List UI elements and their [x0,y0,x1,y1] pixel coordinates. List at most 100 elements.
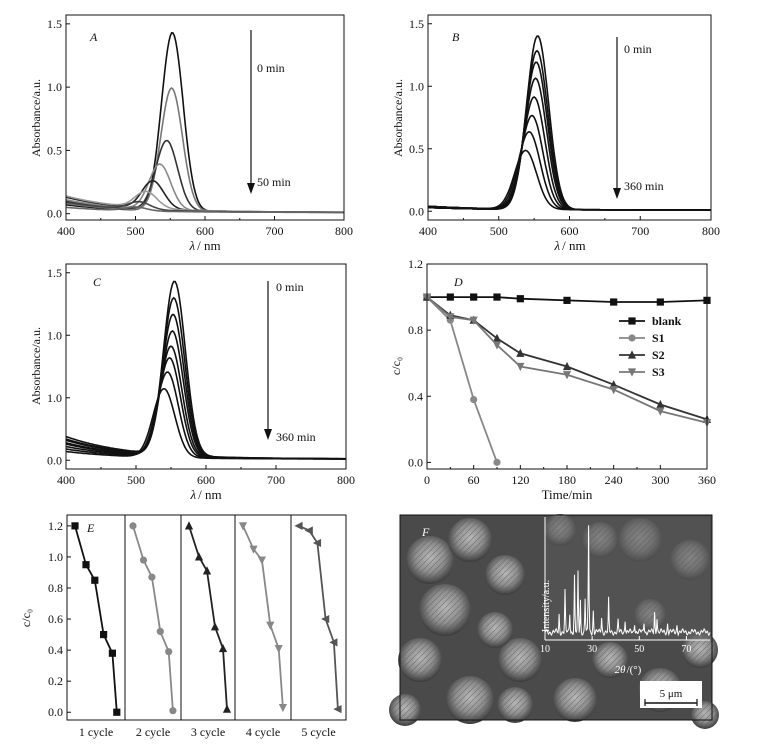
panel-d-xtick-label-0: 0 [424,473,430,487]
panel-f-inset-xtick-label-0: 10 [540,644,550,655]
panel-d-point-S3-2 [469,316,478,325]
panel-e-box-3 [180,514,236,721]
panel-d-point-blank-3 [493,293,501,301]
panel-a-annotation-top: 0 min [257,61,285,75]
panel-f-microflower-texture-6 [499,639,541,681]
panel-d-point-S3-3 [492,341,502,350]
panel-a-curves [65,32,344,214]
panel-f-inset-ylabel: Intensity/a.u. [541,580,552,632]
panel-e-point-1-1 [82,561,90,569]
panel-b-spectrum-1 [427,49,711,211]
panel-d-point-blank-5 [563,296,571,304]
panel-d-point-blank-2 [470,293,478,301]
panel-c-arrowhead [264,429,272,440]
panel-d-point-blank-6 [610,298,618,306]
panel-d-point-blank-4 [516,295,524,303]
panel-e-point-3-0 [184,521,194,530]
panel-a-ytick-label-2: 1.0 [47,80,62,94]
panel-e-line-3 [188,525,228,710]
panel-f-microflower-texture-11 [683,633,717,667]
panel-d-point-S3-5 [562,371,572,380]
panel-c-curves [65,280,347,460]
panel-e-cycle-label-2: 2 cycle [136,725,170,739]
panel-d-point-S1-3 [493,458,501,466]
panel-b-frame [427,14,712,221]
panel-f-microflower-texture-17 [390,695,420,725]
panel-e-point-4-1 [249,545,258,554]
panel-a-xlabel: λ / nm [188,238,220,253]
panel-f-xrd-pattern [544,525,711,637]
panel-c-ytick-label-2: 1.0 [47,328,62,342]
panel-e-point-1-3 [100,630,108,639]
panel-d-legend-label-blank: blank [652,314,682,328]
panel-f-microflower-texture-4 [399,639,441,681]
panel-e-line-2 [132,525,174,711]
panel-f-microflower-texture-1 [449,519,491,561]
panel-d-xlabel: Time/min [542,487,593,502]
panel-f-microflower-texture-18 [692,702,718,728]
panel-d-legend-marker-blank [628,317,636,325]
panel-d: 0 60 120 180 240 300 360 0.0 0.4 0.8 1.2 D blank S1… [389,257,716,502]
panel-b-xtick-label-4: 800 [702,224,720,238]
panel-d-xtick-label-2: 120 [511,473,529,487]
panel-b-ytick-label-0: 0.0 [409,204,424,218]
panel-c-xtick-label-1: 500 [127,473,145,487]
panel-a-spectrum-1 [65,86,344,214]
panel-d-line-S1 [426,296,498,463]
panel-c: 400 500 600 700 800 0.0 1.0 1.0 1.5 C 0 min 360 … [29,263,355,502]
panel-f-microflower-texture-2 [486,556,524,594]
panel-e-point-3-5 [222,704,232,713]
panel-e-cycle-label-1: 1 cycle [79,725,113,739]
panel-e-box-2 [124,514,182,721]
panel-c-ylabel: Absorbance/a.u. [29,327,43,405]
panel-d-xtick-label-1: 60 [468,473,480,487]
panel-d-xtick-label-3: 180 [558,473,576,487]
panel-e-point-2-5 [169,707,177,715]
panel-e-point-2-3 [156,627,164,636]
panel-e-point-5-1 [304,526,313,535]
panel-a-annotation-bottom: 50 min [257,175,291,189]
panel-d-xtick-label-4: 240 [605,473,623,487]
panel-f-inset-xtick-label-3: 70 [681,644,691,655]
panel-d-legend-marker-S3 [627,368,637,377]
panel-d-legend-label-S1: S1 [652,331,665,345]
panel-b-ticks: 400 500 600 700 800 0.0 0.5 1.0 1.5 [409,17,720,238]
panel-d-point-S2-7 [656,399,665,409]
panel-e-point-2-0 [129,522,137,530]
panel-c-annotation-top: 0 min [276,280,304,294]
panel-b-spectrum-2 [427,61,711,211]
panel-b-xtick-label-3: 700 [631,224,649,238]
panel-e-point-2-4 [165,648,173,656]
panel-a-frame [65,14,345,221]
panel-b-ytick-label-2: 1.0 [409,79,424,93]
panel-e-cycle-label-4: 4 cycle [246,725,280,739]
panel-e-ytick-label-1: 0.2 [48,674,63,688]
panel-e-point-1-0 [71,522,79,530]
panel-a-ytick-label-3: 1.5 [47,17,62,31]
panel-d-legend-marker-S1 [628,334,636,342]
panel-a-ytick-label-0: 0.0 [47,207,62,221]
panel-a-xtick-label-3: 700 [266,224,284,238]
panel-a-ticks: 400 500 600 700 800 0.0 0.5 1.0 1.5 [47,17,353,238]
panel-a-arrowhead [247,183,255,194]
panel-c-annotation-bottom: 360 min [276,430,316,444]
panel-e-point-1-2 [91,576,99,584]
panel-d-point-blank-7 [656,298,664,306]
panel-a-xtick-label-4: 800 [335,224,353,238]
panel-d-point-S3-4 [516,362,525,372]
panel-d-point-S2-4 [516,348,525,357]
panel-b-ylabel: Absorbance/a.u. [391,79,405,157]
panel-d-ylabel: c/c₀ [389,357,403,375]
panel-d-point-S2-5 [562,361,572,371]
panel-e-point-3-1 [194,552,204,561]
panel-c-xlabel: λ / nm [189,487,221,502]
panel-d-xtick-label-5: 300 [651,473,669,487]
panel-e-point-5-5 [333,705,342,714]
panel-d-point-S3-1 [446,313,455,322]
panel-f-xrd-inset: 10 30 50 70 [540,517,711,655]
panel-e-point-4-2 [257,556,266,565]
panel-c-xtick-label-3: 700 [267,473,285,487]
panel-b-spectrum-4 [427,96,711,211]
panel-e-point-5-4 [329,638,338,647]
